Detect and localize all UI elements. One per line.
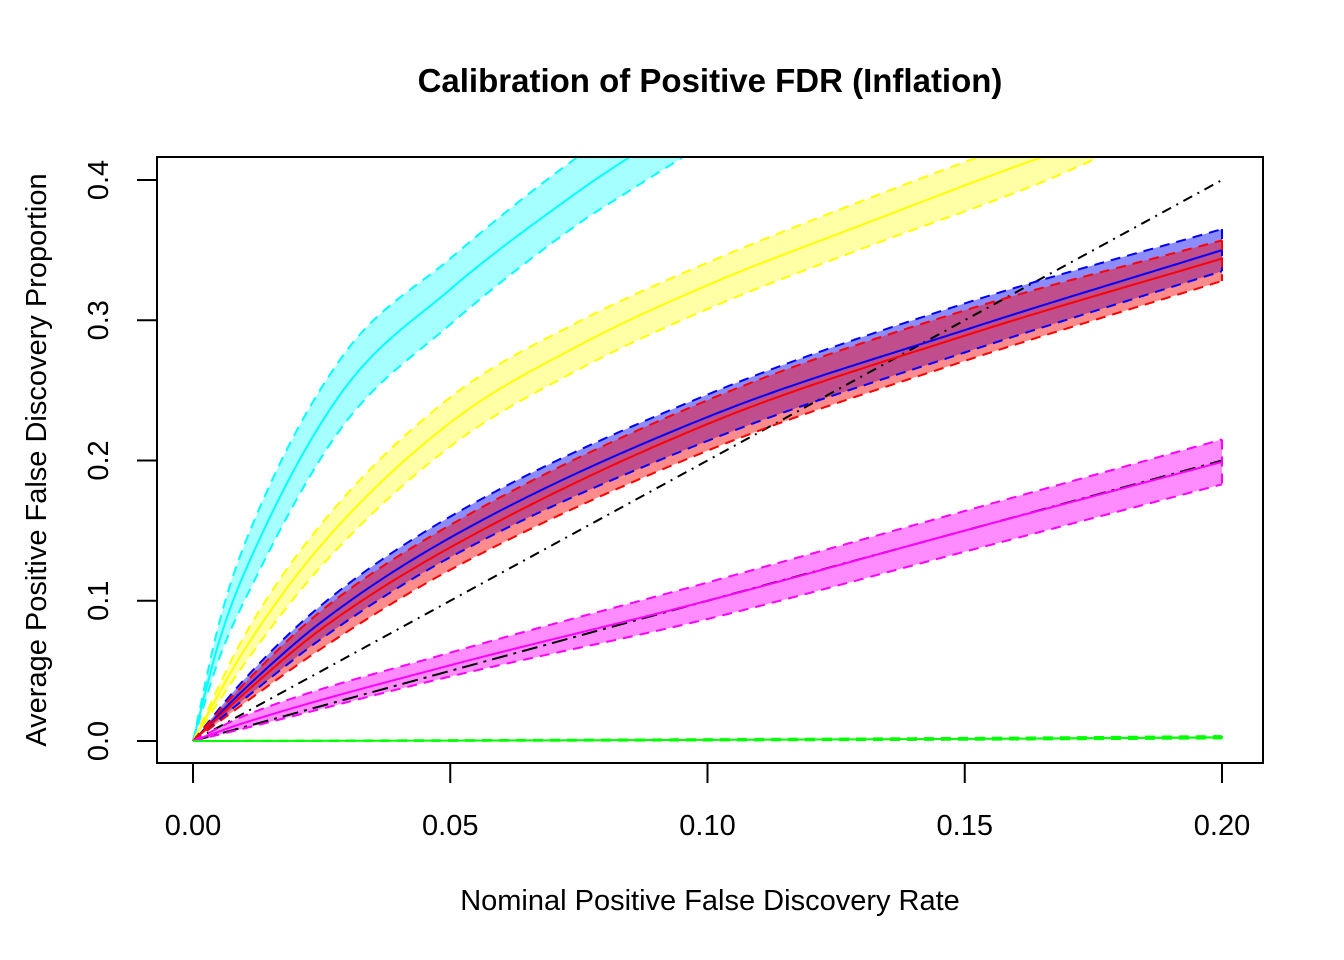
series-lines bbox=[192, 157, 1223, 742]
reference-line-y-2x bbox=[192, 179, 1223, 742]
lower-bound-yellow bbox=[192, 157, 1099, 742]
mean-line-green bbox=[192, 736, 1223, 742]
x-tick-label: 0.15 bbox=[937, 810, 993, 842]
mean-line-red bbox=[192, 257, 1223, 742]
lower-bound-magenta bbox=[192, 483, 1223, 742]
x-axis: 0.00 0.05 0.10 0.15 0.20 bbox=[165, 762, 1250, 842]
plot-frame bbox=[156, 156, 1264, 764]
y-tick-label: 0.1 bbox=[83, 581, 115, 621]
y-tick-label: 0.0 bbox=[83, 721, 115, 761]
lower-bound-cyan bbox=[192, 157, 683, 742]
y-tick-label: 0.4 bbox=[83, 160, 115, 200]
band-red bbox=[193, 240, 1222, 741]
band-cyan bbox=[193, 157, 683, 741]
y-axis: 0.0 0.1 0.2 0.3 0.4 bbox=[83, 160, 158, 761]
upper-bound-cyan bbox=[192, 157, 580, 742]
x-axis-label: Nominal Positive False Discovery Rate bbox=[460, 885, 960, 917]
x-tick-label: 0.05 bbox=[422, 810, 478, 842]
lower-bound-blue bbox=[192, 270, 1223, 742]
mean-line-yellow bbox=[192, 157, 1045, 742]
chart-title: Calibration of Positive FDR (Inflation) bbox=[418, 62, 1003, 99]
x-tick-label: 0.20 bbox=[1194, 810, 1250, 842]
lower-bound-red bbox=[192, 280, 1223, 742]
mean-line-cyan bbox=[192, 157, 632, 742]
x-tick-label: 0.10 bbox=[679, 810, 735, 842]
y-tick-label: 0.2 bbox=[83, 440, 115, 480]
x-tick-label: 0.00 bbox=[165, 810, 221, 842]
upper-bound-blue bbox=[192, 228, 1223, 742]
upper-bound-red bbox=[192, 239, 1223, 742]
y-tick-label: 0.3 bbox=[83, 300, 115, 340]
mean-line-blue bbox=[192, 249, 1223, 742]
band-blue bbox=[193, 229, 1222, 741]
confidence-bands bbox=[193, 157, 1222, 741]
mean-line-magenta bbox=[192, 460, 1223, 742]
y-axis-label: Average Positive False Discovery Proport… bbox=[21, 173, 53, 746]
